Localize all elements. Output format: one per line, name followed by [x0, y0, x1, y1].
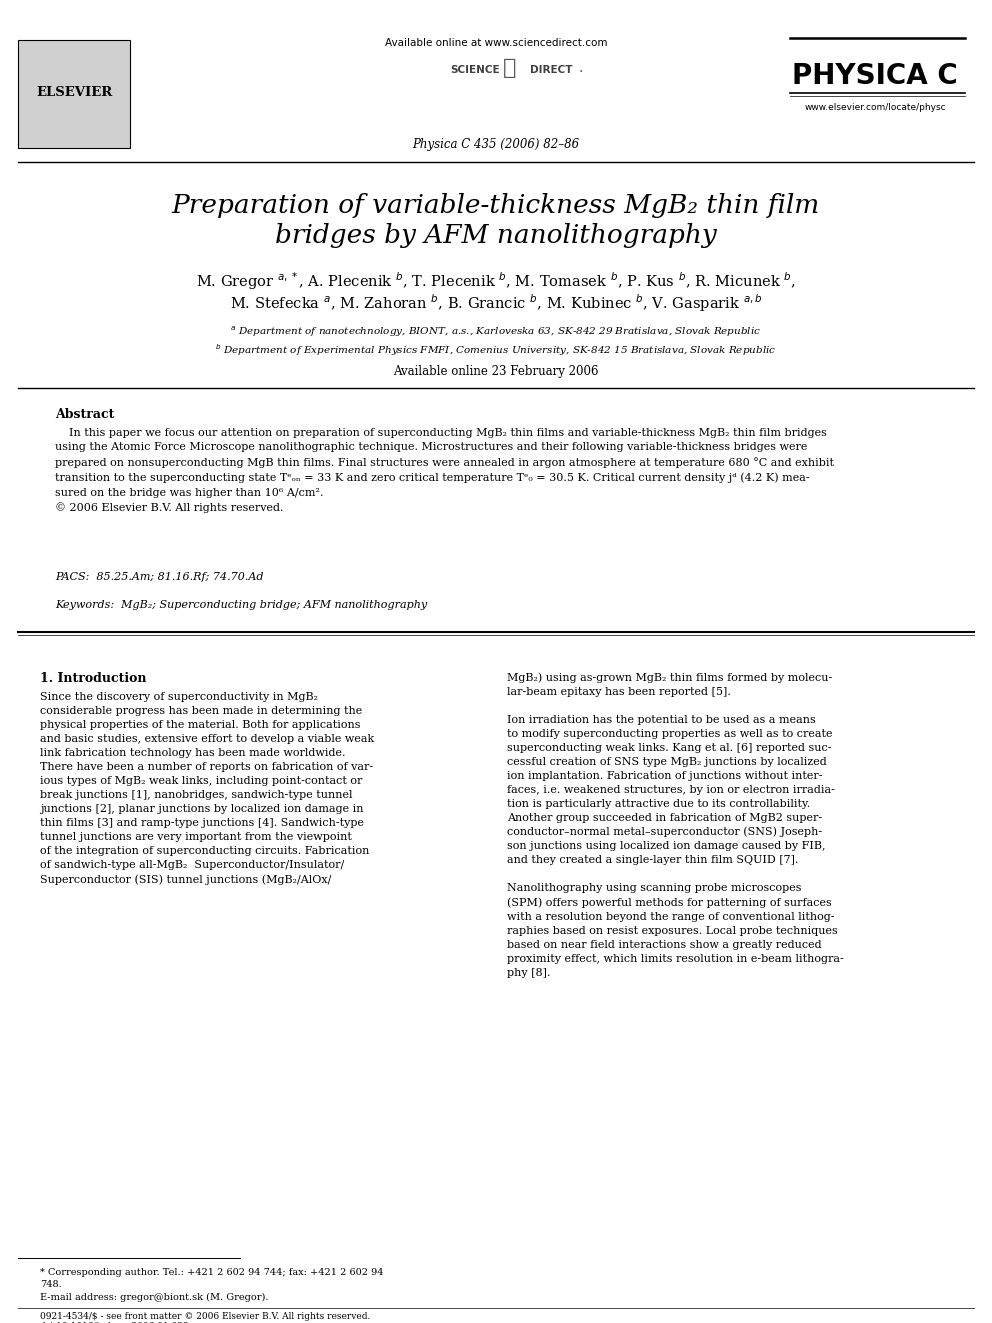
- Text: Available online 23 February 2006: Available online 23 February 2006: [393, 365, 599, 378]
- Text: Since the discovery of superconductivity in MgB₂
considerable progress has been : Since the discovery of superconductivity…: [40, 692, 374, 885]
- Text: PHYSICA C: PHYSICA C: [793, 62, 958, 90]
- Text: M. Gregor $^{a,*}$, A. Plecenik $^{b}$, T. Plecenik $^{b}$, M. Tomasek $^{b}$, P: M. Gregor $^{a,*}$, A. Plecenik $^{b}$, …: [196, 270, 796, 291]
- Text: 748.: 748.: [40, 1279, 62, 1289]
- Text: In this paper we focus our attention on preparation of superconducting MgB₂ thin: In this paper we focus our attention on …: [55, 429, 834, 513]
- Text: Physica C 435 (2006) 82–86: Physica C 435 (2006) 82–86: [413, 138, 579, 151]
- Text: SCIENCE: SCIENCE: [450, 65, 500, 75]
- Bar: [18, 40, 130, 148]
- Text: ·: ·: [578, 65, 582, 79]
- Text: ELSEVIER: ELSEVIER: [36, 86, 112, 98]
- Text: MgB₂) using as-grown MgB₂ thin films formed by molecu-
lar-beam epitaxy has been: MgB₂) using as-grown MgB₂ thin films for…: [507, 672, 844, 978]
- Text: Abstract: Abstract: [55, 407, 114, 421]
- Text: Keywords:  MgB₂; Superconducting bridge; AFM nanolithography: Keywords: MgB₂; Superconducting bridge; …: [55, 601, 428, 610]
- Text: $^{a}$ Department of nanotechnology, BIONT, a.s., Karloveska 63, SK-842 29 Brati: $^{a}$ Department of nanotechnology, BIO…: [230, 325, 762, 340]
- Text: 1. Introduction: 1. Introduction: [40, 672, 147, 685]
- Text: Preparation of variable-thickness MgB₂ thin film: Preparation of variable-thickness MgB₂ t…: [172, 193, 820, 218]
- Text: ⓓ: ⓓ: [503, 58, 517, 78]
- Text: www.elsevier.com/locate/physc: www.elsevier.com/locate/physc: [805, 103, 945, 112]
- Text: * Corresponding author. Tel.: +421 2 602 94 744; fax: +421 2 602 94: * Corresponding author. Tel.: +421 2 602…: [40, 1267, 384, 1277]
- Text: PACS:  85.25.Am; 81.16.Rf; 74.70.Ad: PACS: 85.25.Am; 81.16.Rf; 74.70.Ad: [55, 572, 264, 582]
- Text: E-mail address: gregor@biont.sk (M. Gregor).: E-mail address: gregor@biont.sk (M. Greg…: [40, 1293, 269, 1302]
- Text: $^{b}$ Department of Experimental Physics FMFI, Comenius University, SK-842 15 B: $^{b}$ Department of Experimental Physic…: [215, 343, 777, 357]
- Text: DIRECT: DIRECT: [530, 65, 572, 75]
- Text: 0921-4534/$ - see front matter © 2006 Elsevier B.V. All rights reserved.: 0921-4534/$ - see front matter © 2006 El…: [40, 1312, 370, 1320]
- Text: M. Stefecka $^{a}$, M. Zahoran $^{b}$, B. Grancic $^{b}$, M. Kubinec $^{b}$, V. : M. Stefecka $^{a}$, M. Zahoran $^{b}$, B…: [229, 292, 763, 314]
- Text: bridges by AFM nanolithography: bridges by AFM nanolithography: [275, 224, 717, 247]
- Text: Available online at www.sciencedirect.com: Available online at www.sciencedirect.co…: [385, 38, 607, 48]
